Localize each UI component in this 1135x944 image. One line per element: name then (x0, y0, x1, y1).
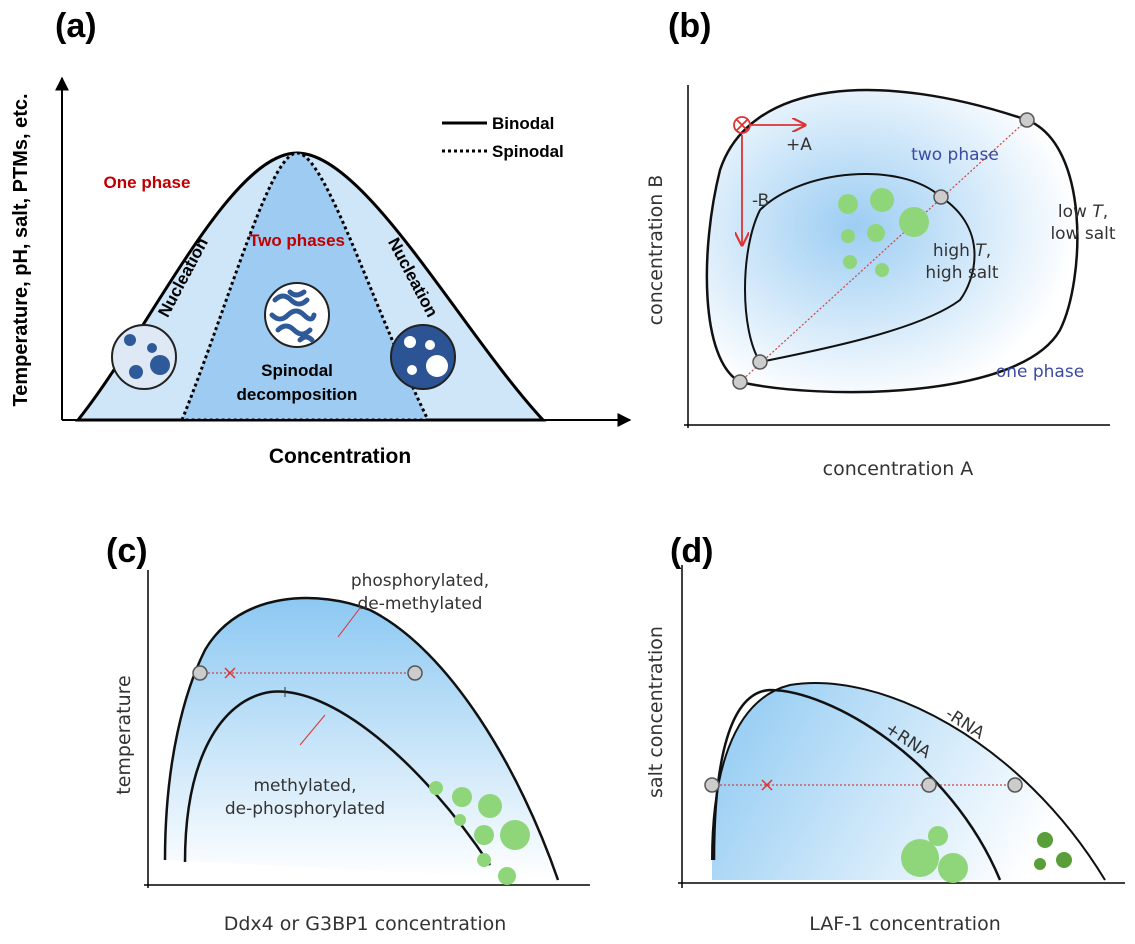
droplet-icon (391, 325, 455, 389)
panel-a: (a) Temperature, pH, salt, PTMs, etc. Co… (10, 7, 630, 468)
region-label: Two phases (249, 231, 345, 250)
y-axis-label: temperature (113, 675, 135, 794)
panel-label: (a) (55, 7, 97, 45)
y-axis-label: salt concentration (645, 626, 667, 798)
x-axis-label: concentration A (823, 458, 974, 480)
region-label: Spinodal (261, 361, 333, 380)
panel-label: (c) (106, 532, 148, 570)
region-label: high T, (933, 241, 991, 261)
arrow-label: +A (786, 135, 812, 155)
region-label: low T, (1058, 202, 1108, 222)
droplet-icon (112, 325, 176, 389)
arrow-label: -B (752, 191, 769, 211)
x-axis-label: LAF-1 concentration (809, 913, 1001, 935)
spinodal-icon (265, 283, 329, 347)
panel-d: (d) +RNA -RNA salt concentration LAF-1 c… (645, 532, 1125, 935)
outer-boundary (707, 90, 1077, 392)
two-phase-region (165, 598, 558, 880)
panel-label: (d) (670, 532, 713, 570)
region-label: decomposition (237, 385, 358, 404)
panel-b: (b) +A -B two phase one phase high T, hi… (645, 7, 1116, 480)
region-label: high salt (925, 263, 998, 283)
curve-label: de-methylated (358, 594, 483, 614)
region-label: One phase (104, 173, 191, 192)
y-axis-label: Temperature, pH, salt, PTMs, etc. (10, 93, 32, 406)
region-label: low salt (1050, 224, 1115, 244)
curve-label: methylated, (254, 776, 357, 796)
x-axis-label: Ddx4 or G3BP1 concentration (224, 913, 507, 935)
figure: (a) Temperature, pH, salt, PTMs, etc. Co… (0, 0, 1135, 944)
panel-label: (b) (668, 7, 711, 45)
curve-label: de-phosphorylated (225, 799, 385, 819)
region-label: one phase (996, 362, 1084, 382)
x-axis-label: Concentration (269, 445, 411, 468)
legend-label: Spinodal (492, 142, 564, 161)
curve-label: phosphorylated, (351, 571, 489, 591)
panel-c: (c) phosphorylated, de-methylated methyl… (106, 532, 590, 935)
y-axis-label: concentration B (645, 175, 667, 326)
legend-label: Binodal (492, 114, 554, 133)
region-label: two phase (911, 145, 999, 165)
